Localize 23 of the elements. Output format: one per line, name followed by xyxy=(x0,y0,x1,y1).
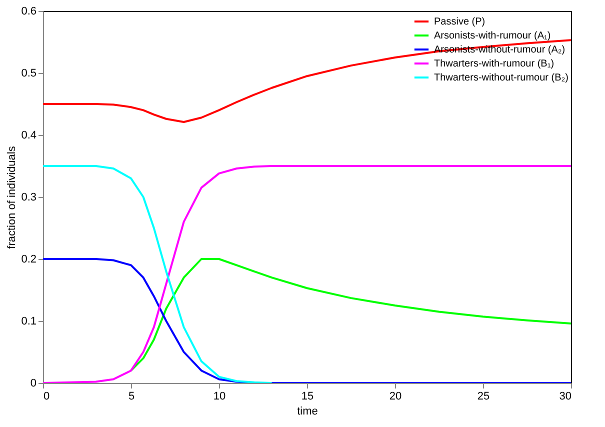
y-tick-label: 0 xyxy=(30,378,36,390)
x-tick-label: 25 xyxy=(477,390,490,402)
y-tick-label: 0.4 xyxy=(21,130,36,142)
x-tick-label: 10 xyxy=(213,390,226,402)
y-tick-label: 0.2 xyxy=(21,254,36,266)
y-tick-label: 0.6 xyxy=(21,6,36,18)
line-series xyxy=(43,165,273,383)
y-tick-label: 0.3 xyxy=(21,192,36,204)
x-tick-label: 15 xyxy=(301,390,314,402)
legend-label: Thwarters-without-rumour (B₂) xyxy=(434,72,568,84)
y-tick-label: 0.1 xyxy=(21,316,36,328)
x-tick-label: 30 xyxy=(559,390,572,402)
x-tick-label: 0 xyxy=(44,390,50,402)
y-axis-title: fraction of individuals xyxy=(6,146,18,249)
legend-label: Passive (P) xyxy=(434,16,486,28)
line-series xyxy=(43,39,571,123)
x-tick-label: 5 xyxy=(128,390,135,402)
legend-label: Thwarters-with-rumour (B₁) xyxy=(434,58,554,70)
line-series xyxy=(130,258,571,372)
x-axis-title: time xyxy=(297,406,318,418)
y-tick-label: 0.5 xyxy=(21,68,36,80)
legend-label: Arsonists-with-rumour (A₁) xyxy=(434,30,551,42)
x-tick-label: 20 xyxy=(389,390,402,402)
